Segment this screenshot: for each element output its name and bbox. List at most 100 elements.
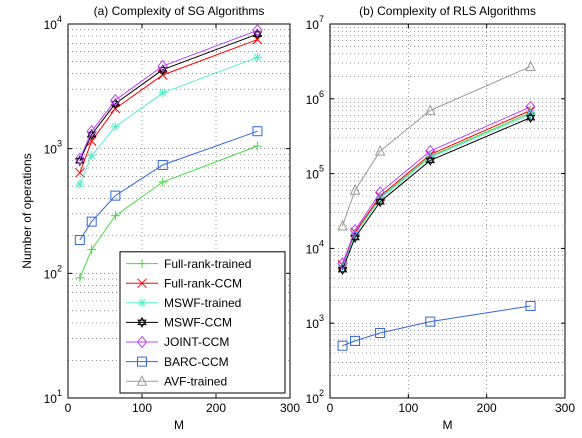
data-point bbox=[75, 273, 85, 283]
y-tick-label: 102 bbox=[306, 388, 324, 406]
data-point bbox=[252, 126, 263, 137]
marker-stroke bbox=[159, 89, 167, 97]
y-tick-label: 107 bbox=[306, 14, 324, 32]
marker-shape bbox=[110, 100, 121, 110]
series-line bbox=[342, 66, 531, 227]
marker-stroke bbox=[88, 152, 96, 160]
data-point bbox=[157, 159, 168, 170]
marker-shape bbox=[424, 104, 436, 115]
data-point bbox=[110, 93, 121, 107]
marker-shape bbox=[337, 219, 348, 231]
y-tick-label: 104 bbox=[306, 239, 324, 257]
marker-shape bbox=[350, 335, 361, 346]
marker-shape bbox=[110, 190, 121, 201]
x-tick-label: 200 bbox=[477, 401, 497, 415]
marker-shape bbox=[375, 199, 385, 208]
data-point bbox=[110, 122, 120, 132]
data-point bbox=[252, 24, 263, 37]
data-point bbox=[375, 196, 385, 208]
legend-label: MSWF-CCM bbox=[164, 316, 232, 330]
legend-marker bbox=[136, 375, 148, 386]
y-tick-label: 105 bbox=[306, 164, 324, 182]
marker-shape bbox=[157, 159, 168, 170]
data-point bbox=[110, 190, 121, 201]
x-tick-label: 0 bbox=[65, 401, 72, 415]
marker-stroke bbox=[74, 167, 85, 178]
marker-shape bbox=[252, 31, 263, 40]
x-tick-label: 200 bbox=[206, 401, 226, 415]
data-point bbox=[252, 141, 262, 151]
marker-shape bbox=[86, 124, 97, 138]
legend-marker bbox=[137, 298, 147, 308]
marker-shape bbox=[137, 356, 147, 367]
plot-area bbox=[330, 24, 565, 398]
marker-shape bbox=[74, 152, 85, 166]
marker-stroke bbox=[76, 180, 84, 188]
marker-shape bbox=[425, 157, 436, 166]
marker-shape bbox=[337, 257, 348, 270]
marker-shape bbox=[374, 144, 386, 156]
marker-shape bbox=[425, 316, 436, 327]
y-tick-label: 103 bbox=[44, 139, 62, 157]
data-point bbox=[110, 211, 120, 221]
marker-shape bbox=[337, 264, 348, 273]
y-axis-label: Number of operations bbox=[20, 153, 34, 268]
y-tick-label: 106 bbox=[306, 89, 324, 107]
data-point bbox=[157, 59, 168, 73]
marker-shape bbox=[349, 184, 361, 195]
legend-label: Full-rank-trained bbox=[164, 257, 251, 271]
legend-marker bbox=[136, 335, 148, 349]
data-point bbox=[525, 112, 536, 124]
x-tick-label: 300 bbox=[555, 401, 575, 415]
marker-shape bbox=[337, 340, 348, 351]
data-point bbox=[350, 335, 361, 346]
marker-shape bbox=[157, 66, 168, 76]
data-point bbox=[425, 316, 436, 327]
legend-label: AVF-trained bbox=[164, 374, 227, 388]
legend-label: BARC-CCM bbox=[164, 355, 229, 369]
data-point bbox=[425, 154, 436, 166]
data-point bbox=[525, 60, 536, 72]
marker-stroke bbox=[138, 299, 146, 307]
marker-shape bbox=[137, 319, 147, 328]
data-point bbox=[158, 177, 168, 187]
data-point bbox=[425, 144, 436, 158]
data-point bbox=[424, 104, 436, 115]
axes-frame bbox=[67, 23, 291, 399]
chart-title: (b) Complexity of RLS Algorithms bbox=[359, 4, 536, 18]
data-point bbox=[337, 340, 348, 351]
marker-shape bbox=[525, 112, 536, 121]
axes-frame bbox=[329, 23, 566, 399]
marker-shape bbox=[525, 60, 536, 72]
marker-shape bbox=[110, 93, 121, 107]
marker-shape bbox=[525, 300, 536, 311]
data-point bbox=[158, 88, 168, 98]
data-point bbox=[75, 179, 85, 189]
data-point bbox=[337, 257, 348, 270]
x-tick-label: 100 bbox=[132, 401, 152, 415]
marker-shape bbox=[74, 235, 85, 246]
x-tick-label: 300 bbox=[280, 401, 300, 415]
y-tick-label: 101 bbox=[44, 388, 62, 406]
marker-shape bbox=[349, 223, 361, 237]
series-line bbox=[79, 29, 258, 159]
data-point bbox=[86, 124, 97, 138]
legend-marker bbox=[137, 278, 147, 289]
marker-shape bbox=[137, 316, 147, 326]
marker-shape bbox=[525, 114, 536, 124]
data-point bbox=[349, 223, 361, 237]
data-point bbox=[337, 219, 348, 231]
legend-label: MSWF-trained bbox=[164, 296, 241, 310]
marker-shape bbox=[75, 155, 85, 164]
y-tick-label: 103 bbox=[306, 314, 324, 332]
data-point bbox=[375, 327, 386, 338]
data-point bbox=[252, 52, 262, 62]
legend-label: JOINT-CCM bbox=[164, 335, 229, 349]
data-point bbox=[349, 184, 361, 195]
marker-shape bbox=[136, 335, 148, 349]
marker-shape bbox=[136, 375, 148, 386]
x-axis-label: M bbox=[174, 418, 184, 432]
data-point bbox=[374, 144, 386, 156]
data-point bbox=[87, 245, 97, 255]
legend-marker bbox=[137, 356, 147, 367]
